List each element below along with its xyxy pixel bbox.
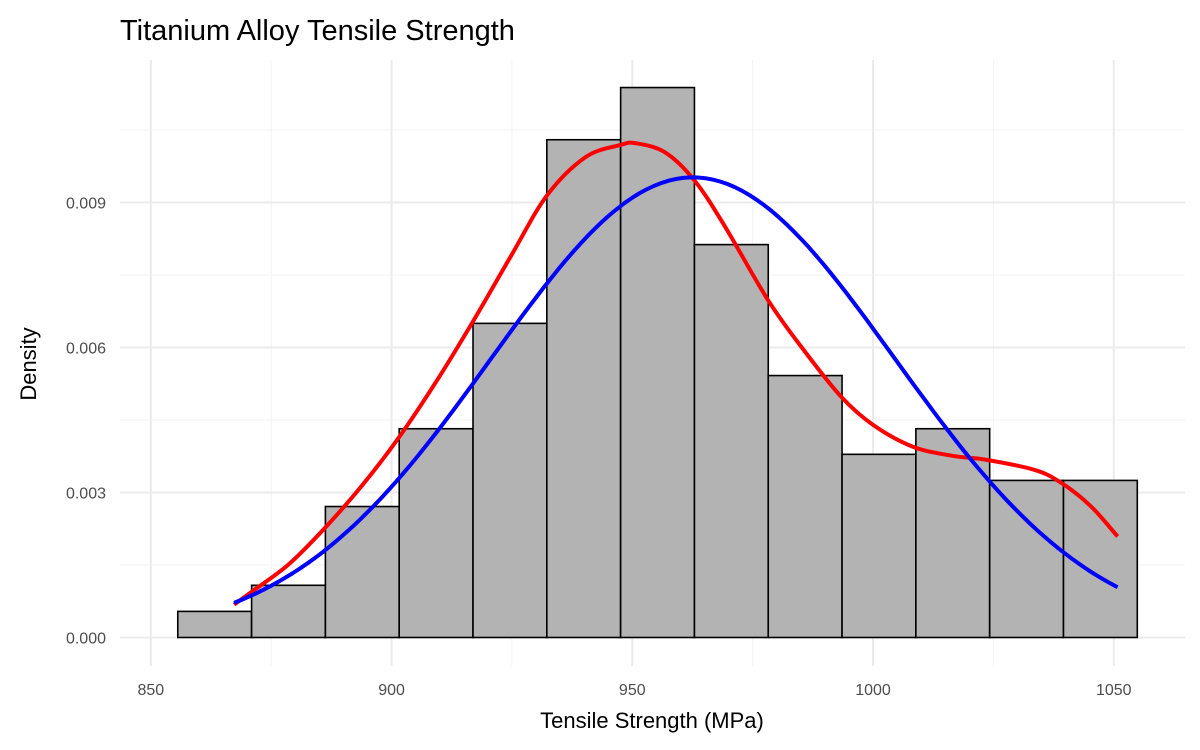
y-tick-label: 0.000 bbox=[66, 630, 106, 647]
x-tick-label: 1000 bbox=[855, 682, 891, 699]
histogram-bar bbox=[1062, 479, 1139, 639]
histogram-bar bbox=[767, 374, 843, 639]
chart-title: Titanium Alloy Tensile Strength bbox=[120, 15, 515, 47]
histogram-bar bbox=[398, 427, 474, 639]
histogram-bar bbox=[988, 479, 1065, 639]
y-tick-label: 0.009 bbox=[66, 196, 106, 213]
x-axis-title: Tensile Strength (MPa) bbox=[540, 708, 764, 733]
x-tick-label: 900 bbox=[378, 682, 405, 699]
histogram-bar bbox=[250, 584, 327, 639]
x-axis-ticks: 850 900 950 1000 1050 bbox=[137, 682, 1131, 699]
x-tick-label: 850 bbox=[137, 682, 164, 699]
normal-fit-curve bbox=[233, 175, 1119, 605]
histogram-bar bbox=[841, 453, 917, 639]
x-tick-label: 1050 bbox=[1096, 682, 1132, 699]
y-tick-label: 0.006 bbox=[66, 341, 106, 358]
curves bbox=[232, 140, 1120, 607]
x-tick-label: 950 bbox=[619, 682, 646, 699]
histogram-bar bbox=[546, 138, 622, 639]
y-tick-label: 0.003 bbox=[66, 486, 106, 503]
y-axis-ticks: 0.000 0.003 0.006 0.009 bbox=[66, 196, 106, 648]
histogram-bar bbox=[176, 610, 253, 639]
histogram-bar bbox=[324, 505, 401, 639]
histogram-bar bbox=[915, 427, 991, 639]
histogram-bar bbox=[693, 243, 770, 639]
y-axis-title: Density bbox=[16, 327, 41, 400]
